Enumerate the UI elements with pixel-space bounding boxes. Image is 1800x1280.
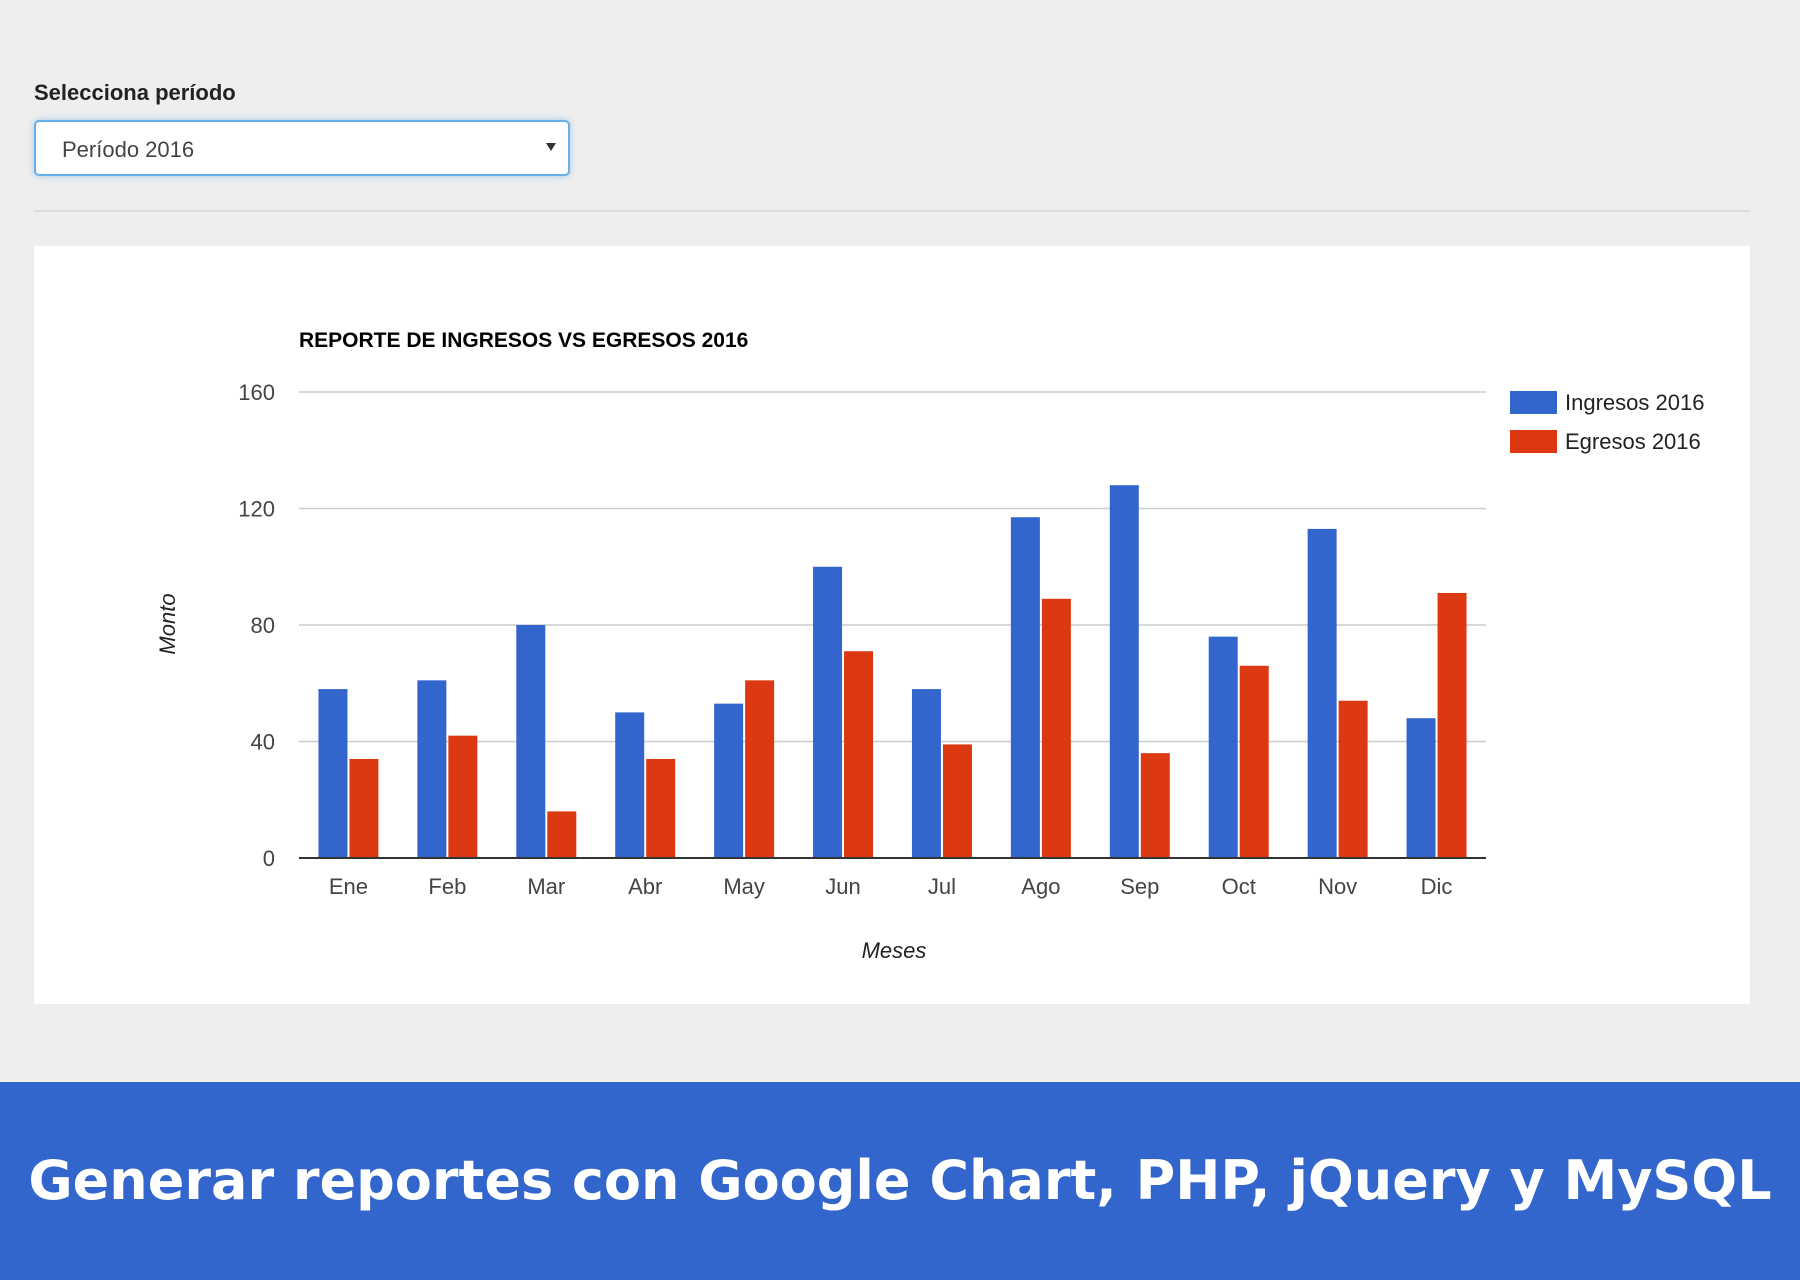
- bar-egresos[interactable]: [1338, 700, 1368, 858]
- legend-swatch: [1510, 430, 1557, 453]
- y-tick-label: 120: [238, 497, 275, 522]
- y-axis-title: Monto: [155, 593, 180, 654]
- bar-ingresos[interactable]: [1208, 636, 1238, 858]
- axis-layer: 0 40 80 120 160 Ene Feb Mar Abr May Jun Jul Ago Sep Oc…: [238, 380, 1486, 899]
- bar-ingresos[interactable]: [318, 689, 348, 858]
- x-tick-label: Feb: [428, 874, 466, 899]
- bar-egresos[interactable]: [1041, 598, 1071, 858]
- x-tick-label: Ago: [1021, 874, 1060, 899]
- bar-egresos[interactable]: [349, 758, 379, 858]
- x-tick-label: Jul: [928, 874, 956, 899]
- grid-layer: [299, 391, 1486, 743]
- bars-layer: [318, 485, 1467, 858]
- legend: Ingresos 2016 Egresos 2016: [1510, 390, 1704, 454]
- legend-swatch: [1510, 391, 1557, 414]
- period-select[interactable]: Período 2016: [34, 120, 570, 176]
- bar-egresos[interactable]: [1239, 665, 1269, 858]
- bar-ingresos[interactable]: [911, 689, 941, 858]
- bar-ingresos[interactable]: [813, 566, 843, 858]
- x-tick-label: May: [723, 874, 765, 899]
- bar-ingresos[interactable]: [714, 703, 744, 858]
- x-tick-label: Mar: [527, 874, 565, 899]
- divider: [34, 210, 1750, 212]
- x-tick-label: Dic: [1421, 874, 1453, 899]
- bar-egresos[interactable]: [745, 680, 775, 858]
- chart-card: REPORTE DE INGRESOS VS EGRESOS 2016 0 40 8…: [34, 246, 1750, 1004]
- footer-banner: Generar reportes con Google Chart, PHP, …: [0, 1082, 1800, 1280]
- x-tick-label: Oct: [1222, 874, 1256, 899]
- x-tick-label: Sep: [1120, 874, 1159, 899]
- period-label: Selecciona período: [34, 80, 236, 105]
- x-tick-label: Jun: [825, 874, 860, 899]
- x-tick-label: Nov: [1318, 874, 1357, 899]
- bar-ingresos[interactable]: [516, 625, 546, 858]
- y-tick-label: 80: [251, 613, 275, 638]
- bar-egresos[interactable]: [547, 811, 577, 858]
- bar-egresos[interactable]: [646, 758, 676, 858]
- bar-ingresos[interactable]: [417, 680, 447, 858]
- chevron-down-icon: [546, 143, 556, 151]
- bar-ingresos[interactable]: [1406, 718, 1436, 858]
- legend-label: Ingresos 2016: [1565, 390, 1704, 415]
- footer-title: Generar reportes con Google Chart, PHP, …: [28, 1149, 1772, 1212]
- bar-ingresos[interactable]: [1010, 517, 1040, 858]
- y-tick-label: 0: [263, 846, 275, 871]
- y-tick-label: 40: [251, 730, 275, 755]
- y-tick-label: 160: [238, 380, 275, 405]
- bar-egresos[interactable]: [1140, 753, 1170, 858]
- bar-egresos[interactable]: [448, 735, 478, 858]
- chart-title: REPORTE DE INGRESOS VS EGRESOS 2016: [299, 329, 748, 352]
- x-tick-label: Ene: [329, 874, 368, 899]
- bar-egresos[interactable]: [844, 651, 874, 858]
- bar-chart: REPORTE DE INGRESOS VS EGRESOS 2016 0 40 8…: [155, 329, 1704, 963]
- bar-ingresos[interactable]: [615, 712, 645, 858]
- bar-egresos[interactable]: [1437, 592, 1467, 858]
- bar-egresos[interactable]: [942, 744, 972, 858]
- period-select-value: Período 2016: [62, 137, 195, 162]
- legend-label: Egresos 2016: [1565, 429, 1701, 454]
- bar-ingresos[interactable]: [1307, 528, 1337, 858]
- bar-ingresos[interactable]: [1109, 485, 1139, 858]
- x-tick-label: Abr: [628, 874, 662, 899]
- x-axis-title: Meses: [862, 938, 927, 963]
